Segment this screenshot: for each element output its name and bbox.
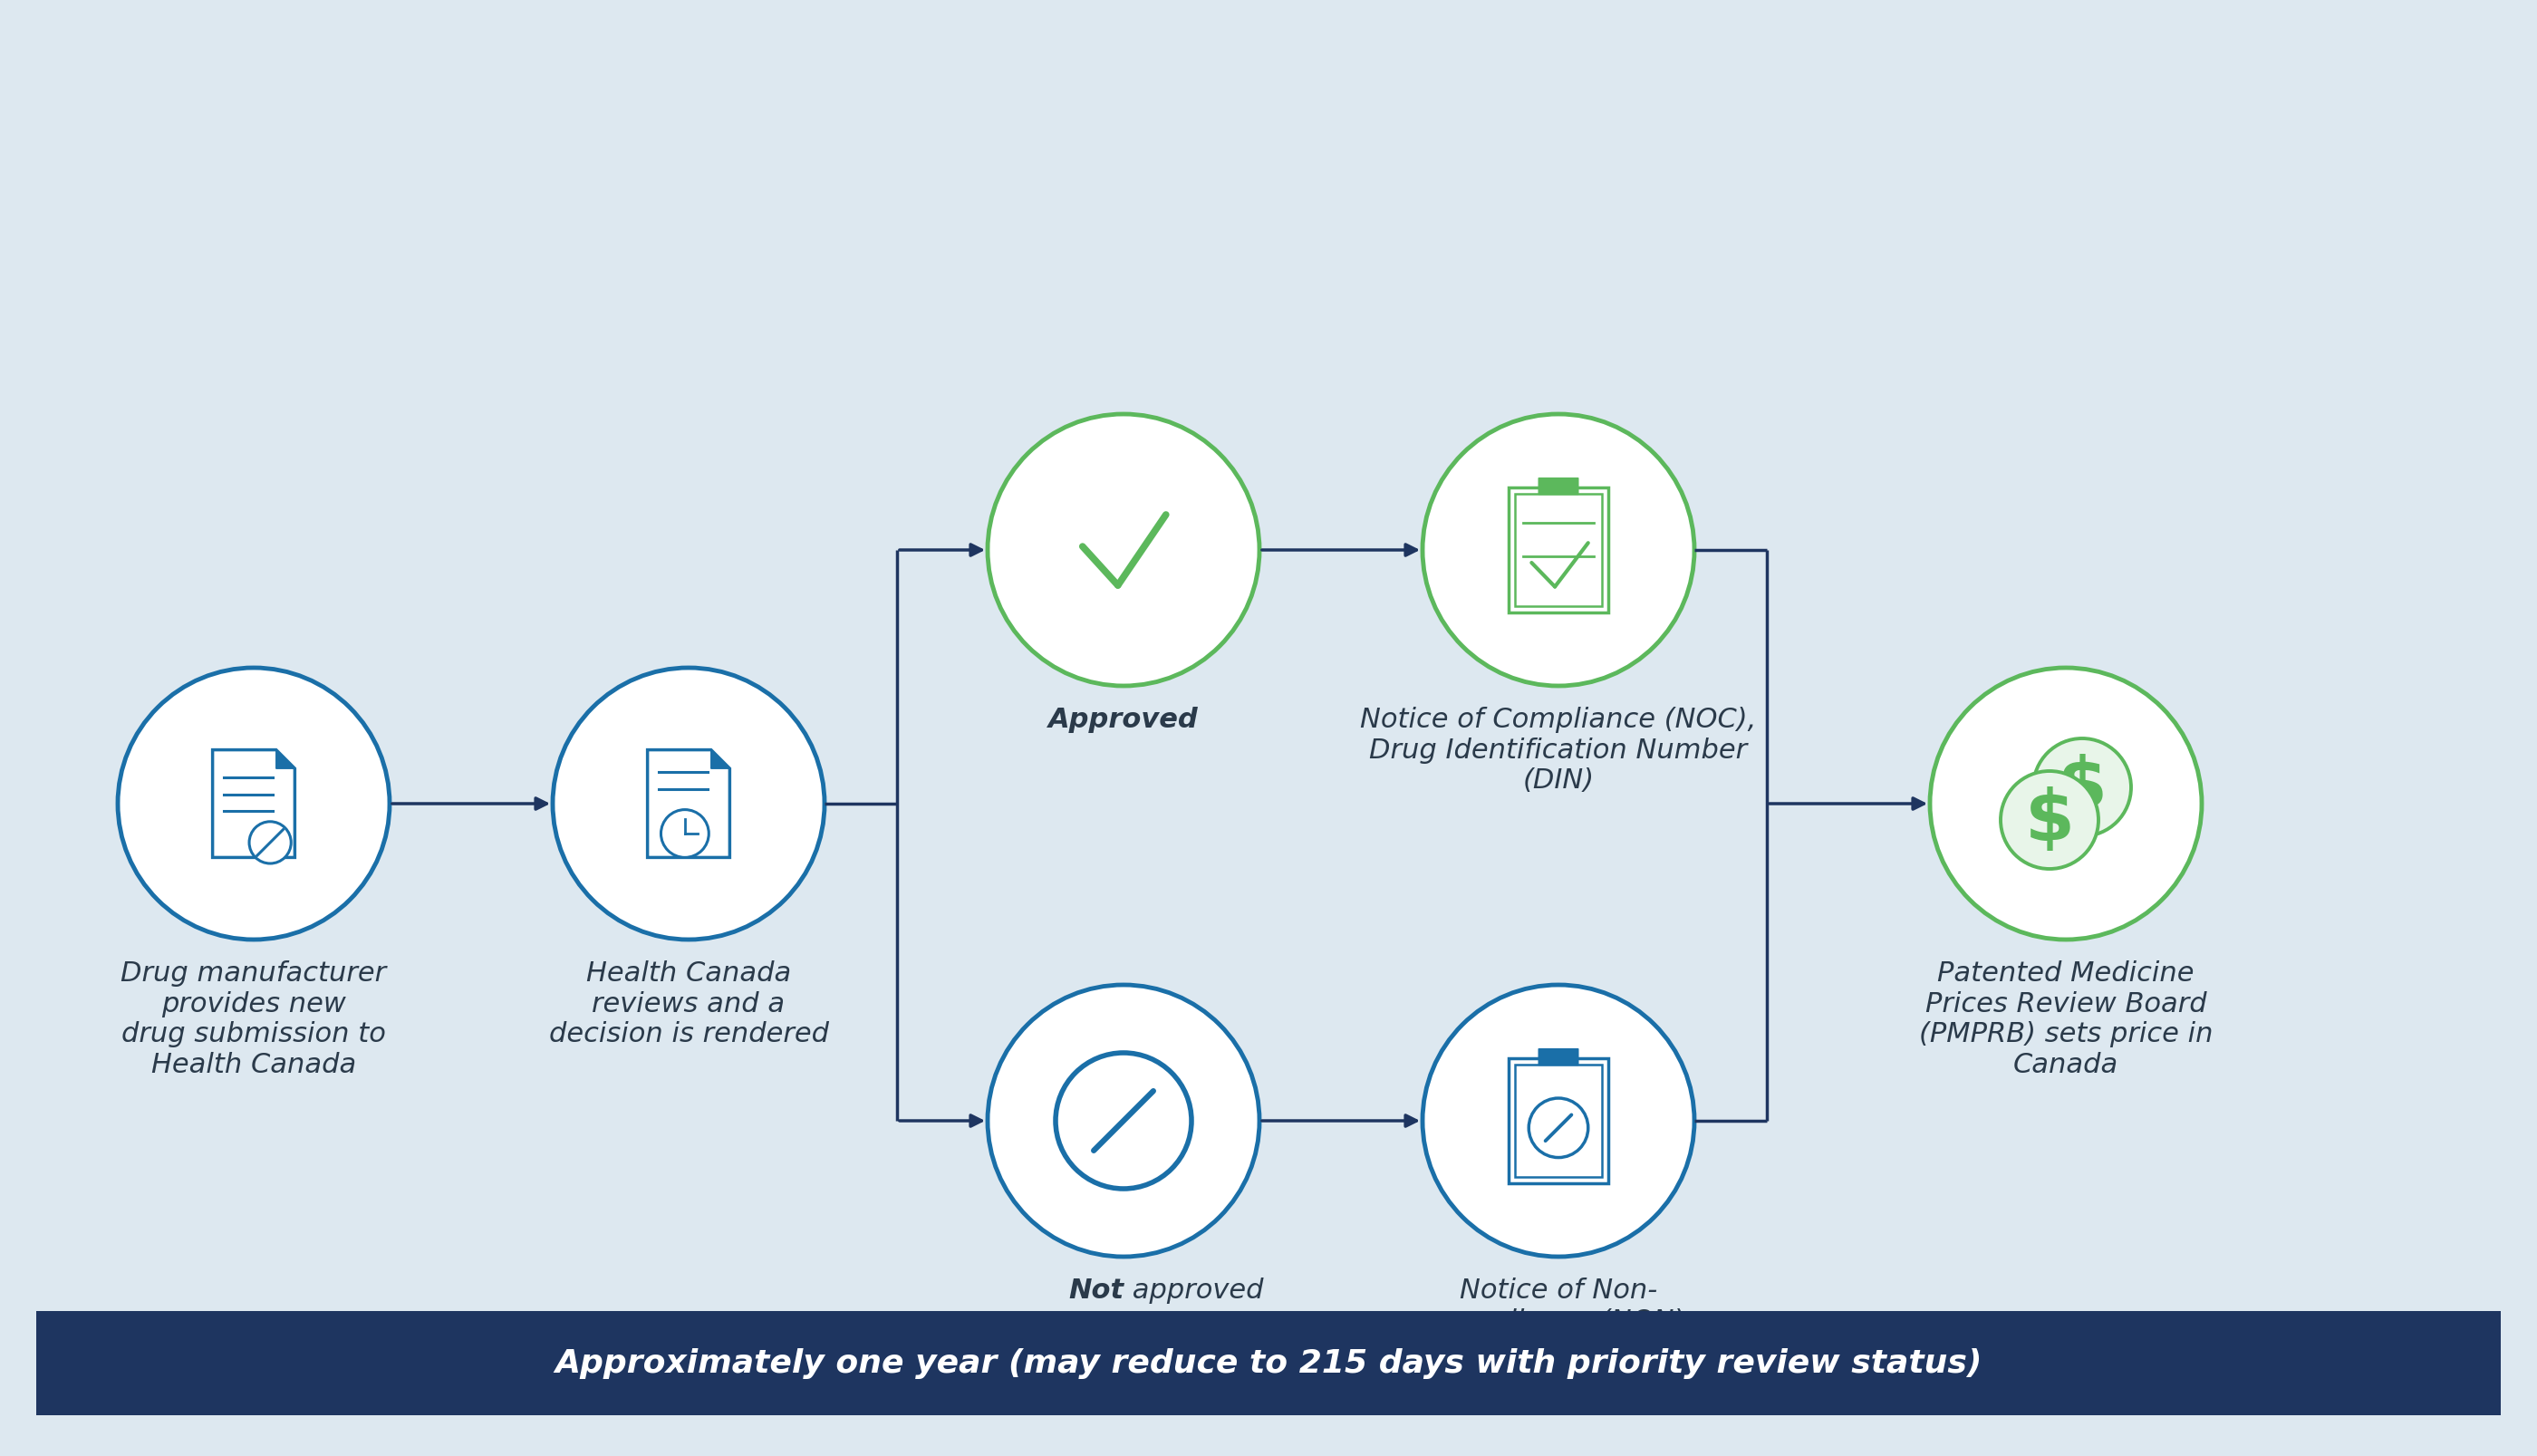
Circle shape [117, 668, 391, 941]
Text: $: $ [2058, 753, 2108, 823]
FancyBboxPatch shape [1510, 488, 1608, 613]
Circle shape [1423, 986, 1695, 1257]
Polygon shape [277, 750, 294, 769]
Text: Notice of Non-
compliance (NON): Notice of Non- compliance (NON) [1433, 1277, 1685, 1334]
Circle shape [553, 668, 825, 941]
Text: Not: Not [1068, 1277, 1124, 1303]
Polygon shape [647, 750, 731, 858]
Circle shape [987, 986, 1258, 1257]
Circle shape [987, 415, 1258, 686]
FancyBboxPatch shape [1540, 1050, 1578, 1064]
FancyBboxPatch shape [1515, 494, 1603, 607]
Text: Approximately one year (may reduce to 215 days with priority review status): Approximately one year (may reduce to 21… [556, 1348, 1981, 1379]
Text: Health Canada
reviews and a
decision is rendered: Health Canada reviews and a decision is … [548, 960, 830, 1047]
Circle shape [1423, 415, 1695, 686]
FancyBboxPatch shape [1540, 479, 1578, 495]
Circle shape [2002, 772, 2098, 869]
Polygon shape [213, 750, 294, 858]
Circle shape [1931, 668, 2202, 941]
Circle shape [2032, 738, 2131, 837]
Text: Patented Medicine
Prices Review Board
(PMPRB) sets price in
Canada: Patented Medicine Prices Review Board (P… [1918, 960, 2212, 1077]
Text: Notice of Compliance (NOC),
Drug Identification Number
(DIN): Notice of Compliance (NOC), Drug Identif… [1360, 706, 1756, 794]
Circle shape [1055, 1053, 1192, 1190]
FancyBboxPatch shape [36, 1310, 2501, 1415]
Circle shape [249, 823, 292, 863]
FancyBboxPatch shape [1510, 1059, 1608, 1184]
Text: Drug manufacturer
provides new
drug submission to
Health Canada: Drug manufacturer provides new drug subm… [122, 960, 386, 1077]
FancyBboxPatch shape [1515, 1064, 1603, 1178]
Text: approved: approved [1124, 1277, 1263, 1303]
Polygon shape [710, 750, 731, 769]
Text: $: $ [2025, 786, 2075, 855]
Circle shape [662, 810, 708, 858]
Text: Approved: Approved [1048, 706, 1197, 732]
Circle shape [1530, 1098, 1588, 1158]
